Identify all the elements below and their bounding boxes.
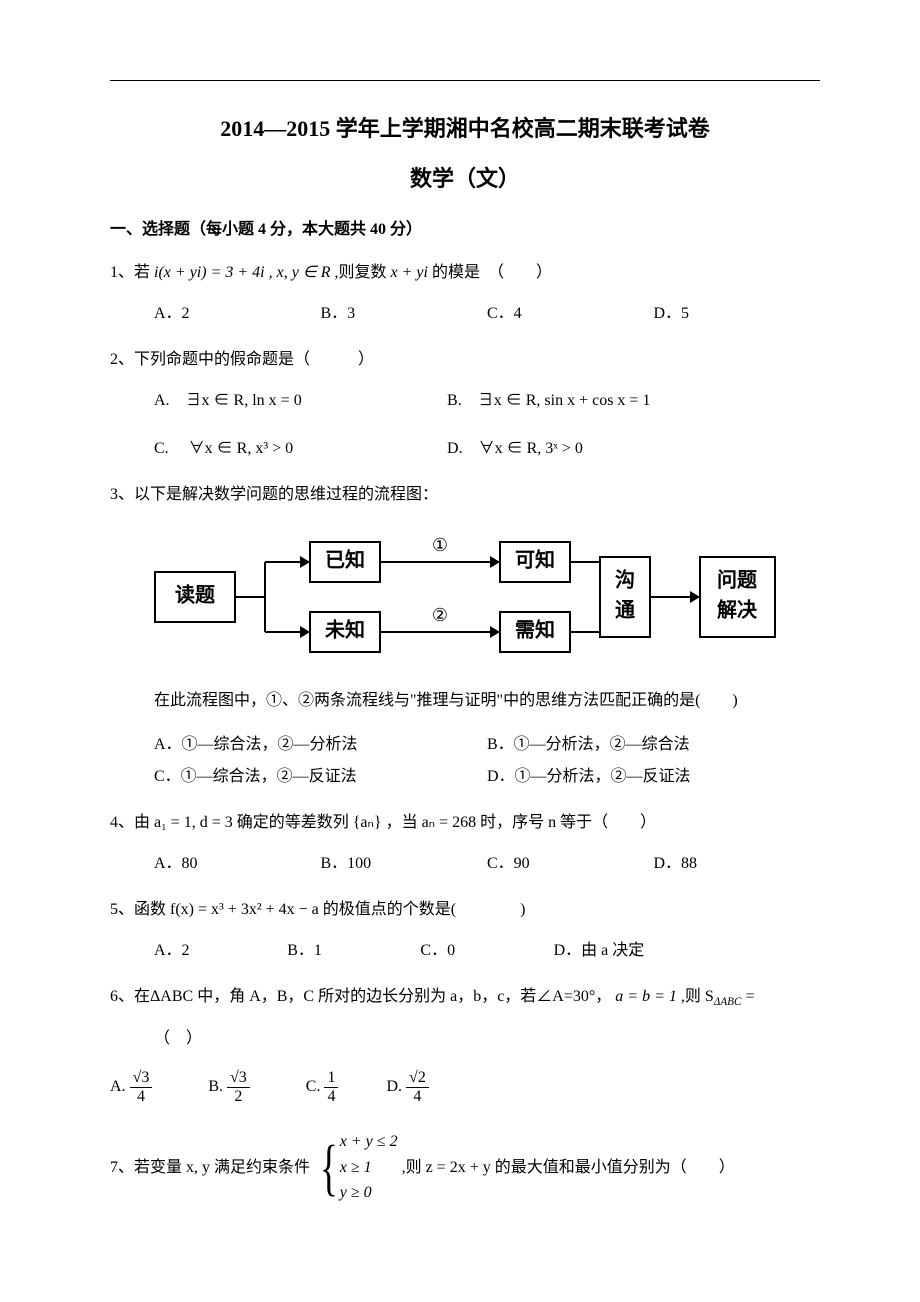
- q7-system: { x + y ≤ 2 x ≥ 1 y ≥ 0: [314, 1129, 398, 1206]
- question-5: 5、函数 f(x) = x³ + 3x² + 4x − a 的极值点的个数是( …: [110, 892, 820, 927]
- q4-optB: B．100: [321, 848, 488, 880]
- svg-text:读题: 读题: [175, 582, 216, 606]
- q6-pre: 6、在ΔABC 中，角 A，B，C 所对的边长分别为 a，b，c，若∠A=30°…: [110, 988, 611, 1005]
- svg-text:已知: 已知: [325, 547, 365, 571]
- q4-optD: D．88: [654, 848, 821, 880]
- q6-D-den: 4: [406, 1088, 429, 1106]
- flowchart-svg: 读题 已知未知 可知需知 沟通 问题解决 ① ②: [145, 527, 785, 667]
- section-1-heading: 一、选择题（每小题 4 分，本大题共 40 分）: [110, 215, 820, 239]
- q1-optB: B．3: [321, 298, 488, 330]
- q5-optB: B．1: [287, 935, 420, 967]
- q6-options: A. √3 4 B. √3 2 C. 1 4 D. √2 4: [110, 1069, 820, 1105]
- q1-stem-post: 的模是 （ ）: [428, 264, 552, 281]
- svg-text:解决: 解决: [717, 597, 758, 621]
- exam-title: 2014—2015 学年上学期湘中名校高二期末联考试卷: [110, 111, 820, 143]
- q7-pre: 7、若变量 x, y 满足约束条件: [110, 1150, 310, 1185]
- q6-fracA: √3 4: [130, 1069, 153, 1105]
- q6-B-num: 3: [239, 1069, 247, 1086]
- question-3-stem: 3、以下是解决数学问题的思维过程的流程图：: [110, 477, 820, 512]
- q7-l1: x + y ≤ 2: [340, 1129, 398, 1155]
- question-2: 2、下列命题中的假命题是（ ）: [110, 342, 820, 377]
- question-1: 1、若 i(x + yi) = 3 + 4i , x, y ∈ R ,则复数 x…: [110, 255, 820, 290]
- svg-text:可知: 可知: [515, 547, 555, 571]
- q6-fracD: √2 4: [406, 1069, 429, 1105]
- question-6: 6、在ΔABC 中，角 A，B，C 所对的边长分别为 a，b，c，若∠A=30°…: [110, 979, 820, 1015]
- svg-text:未知: 未知: [325, 617, 365, 641]
- svg-text:需知: 需知: [515, 617, 555, 641]
- top-rule: [110, 80, 820, 81]
- q6-D-num: 2: [418, 1069, 426, 1086]
- q6-A-den: 4: [130, 1088, 153, 1106]
- svg-text:问题: 问题: [717, 568, 758, 591]
- q6-A-num: 3: [141, 1069, 149, 1086]
- q6-B-den: 2: [227, 1088, 250, 1106]
- q2-options: A. ∃x ∈ R, ln x = 0 B. ∃x ∈ R, sin x + c…: [154, 385, 820, 465]
- svg-text:通: 通: [615, 598, 635, 621]
- q2-optC: C. ∀x ∈ R, x³ > 0: [154, 433, 447, 465]
- q5-options: A．2 B．1 C．0 D．由 a 决定: [154, 935, 820, 967]
- q2-optD: D. ∀x ∈ R, 3ˣ > 0: [447, 433, 820, 465]
- brace-icon: {: [320, 1137, 338, 1199]
- svg-text:②: ②: [432, 605, 448, 625]
- q3-optC: C．①—综合法，②—反证法: [154, 761, 487, 793]
- q4-options: A．80 B．100 C．90 D．88: [154, 848, 820, 880]
- q6-labelA: A.: [110, 1078, 126, 1095]
- q2-optB: B. ∃x ∈ R, sin x + cos x = 1: [447, 385, 820, 417]
- q2-optA: A. ∃x ∈ R, ln x = 0: [154, 385, 447, 417]
- q6-paren: （ ）: [154, 1023, 820, 1055]
- q7-post: ,则 z = 2x + y 的最大值和最小值分别为（ ）: [402, 1150, 735, 1185]
- q6-C-num: 1: [324, 1069, 338, 1088]
- q5-optA: A．2: [154, 935, 287, 967]
- q6-math: a = b = 1: [611, 988, 677, 1005]
- q5-optC: C．0: [420, 935, 553, 967]
- q3-options: A．①—综合法，②—分析法 B．①—分析法，②—综合法 C．①—综合法，②—反证…: [154, 729, 820, 793]
- q3-optD: D．①—分析法，②—反证法: [487, 761, 820, 793]
- page: 2014—2015 学年上学期湘中名校高二期末联考试卷 数学（文） 一、选择题（…: [0, 0, 920, 1274]
- q1-math2: x + yi: [391, 264, 428, 281]
- q1-stem-pre: 1、若: [110, 264, 154, 281]
- q6-labelB: B.: [208, 1078, 223, 1095]
- q1-math: i(x + yi) = 3 + 4i , x, y ∈ R: [154, 264, 331, 281]
- q6-eq: =: [741, 988, 754, 1005]
- q6-post: ,则 S: [677, 988, 714, 1005]
- question-7: 7、若变量 x, y 满足约束条件 { x + y ≤ 2 x ≥ 1 y ≥ …: [110, 1129, 820, 1206]
- q6-fracC: 1 4: [324, 1069, 338, 1105]
- q1-optA: A．2: [154, 298, 321, 330]
- q5-optD: D．由 a 决定: [554, 935, 820, 967]
- q3-after: 在此流程图中，①、②两条流程线与"推理与证明"中的思维方法匹配正确的是( ): [154, 685, 820, 717]
- q1-options: A．2 B．3 C．4 D．5: [154, 298, 820, 330]
- q6-fracB: √3 2: [227, 1069, 250, 1105]
- q1-optD: D．5: [654, 298, 821, 330]
- q7-l3: y ≥ 0: [340, 1180, 398, 1206]
- q6-labelD: D.: [386, 1078, 402, 1095]
- q1-stem-mid: ,则复数: [331, 264, 391, 281]
- exam-subtitle: 数学（文）: [110, 161, 820, 193]
- svg-text:沟: 沟: [615, 567, 635, 591]
- q6-sub: ΔABC: [714, 996, 742, 1008]
- q4-optA: A．80: [154, 848, 321, 880]
- flowchart: 读题 已知未知 可知需知 沟通 问题解决 ① ②: [110, 527, 820, 667]
- q6-C-den: 4: [324, 1088, 338, 1106]
- q1-optC: C．4: [487, 298, 654, 330]
- q3-optB: B．①—分析法，②—综合法: [487, 729, 820, 761]
- question-4: 4、由 a₁ = 1, d = 3 确定的等差数列 {aₙ} ，当 aₙ = 2…: [110, 805, 820, 840]
- svg-text:①: ①: [432, 535, 448, 555]
- q6-labelC: C.: [306, 1078, 321, 1095]
- q4-optC: C．90: [487, 848, 654, 880]
- q3-optA: A．①—综合法，②—分析法: [154, 729, 487, 761]
- q7-l2: x ≥ 1: [340, 1155, 398, 1181]
